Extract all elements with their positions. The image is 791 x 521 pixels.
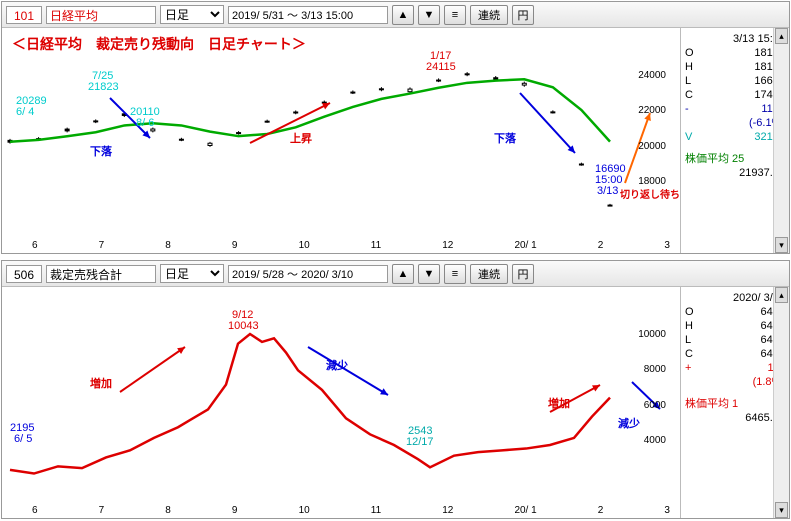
date-range-display: 2019/ 5/28 ～ 2020/ 3/10 [228, 265, 388, 283]
chart-annotation: 8/ 6 [136, 117, 154, 129]
bottom-info-panel: 2020/ 3/10 O6465H6465L6465C6465 +113 (1.… [681, 287, 789, 518]
x-axis-label: 20/ 1 [514, 505, 536, 516]
scroll-down-button[interactable]: ▼ [418, 264, 440, 284]
x-axis-label: 9 [232, 505, 238, 516]
x-axis-label: 2 [598, 505, 604, 516]
x-axis-label: 7 [99, 505, 105, 516]
x-axis-label: 10 [299, 240, 310, 251]
x-axis-label: 11 [371, 240, 381, 251]
symbol-name[interactable]: 日経平均 [46, 6, 156, 24]
top-chart-area: ＜日経平均 裁定売り残動向 日足チャート＞ 202896/ 47/2521823… [2, 28, 681, 253]
x-axis-label: 6 [32, 240, 38, 251]
y-axis-label: 8000 [644, 364, 666, 375]
x-axis-label: 3 [664, 240, 670, 251]
bottom-toolbar: 506 裁定売残合計 日足 2019/ 5/28 ～ 2020/ 3/10 ▲ … [2, 261, 789, 287]
continuous-button[interactable]: 連続 [470, 264, 508, 284]
chart-annotation: 10043 [228, 320, 259, 332]
chart-annotation: 24115 [426, 61, 456, 73]
scroll-up-button[interactable]: ▲ [392, 264, 414, 284]
chart-annotation: 上昇 [290, 130, 312, 146]
chart-annotation: 下落 [494, 130, 516, 146]
chart-annotation: 下落 [90, 143, 112, 159]
chart-annotation: 12/17 [406, 436, 434, 448]
chart-annotation: 増加 [90, 375, 112, 391]
x-axis-label: 7 [99, 240, 105, 251]
x-axis-label: 12 [442, 505, 453, 516]
timeframe-select[interactable]: 日足 [160, 264, 224, 283]
chart-annotation: 3/13 [597, 185, 618, 197]
continuous-button[interactable]: 連続 [470, 5, 508, 25]
bottom-chart-area: 21956/ 59/1210043254312/17増加減少増加減少 40006… [2, 287, 681, 518]
bottom-chart-panel: 506 裁定売残合計 日足 2019/ 5/28 ～ 2020/ 3/10 ▲ … [1, 260, 790, 519]
x-axis-label: 8 [165, 240, 171, 251]
symbol-name[interactable]: 裁定売残合計 [46, 265, 156, 283]
code-input[interactable]: 506 [6, 265, 42, 283]
y-axis-label: 6000 [644, 400, 666, 411]
ohlc-label: L [685, 74, 691, 88]
top-chart-panel: 101 日経平均 日足 2019/ 5/31 ～ 3/13 15:00 ▲ ▼ … [1, 1, 790, 254]
chart-title-annotation: ＜日経平均 裁定売り残動向 日足チャート＞ [12, 34, 306, 54]
chart-annotation: 減少 [618, 415, 640, 431]
x-axis-label: 3 [664, 505, 670, 516]
info-scrollbar[interactable]: ▴ ▾ [773, 287, 789, 518]
ohlc-label: H [685, 319, 693, 333]
top-toolbar: 101 日経平均 日足 2019/ 5/31 ～ 3/13 15:00 ▲ ▼ … [2, 2, 789, 28]
yen-button[interactable]: 円 [512, 264, 534, 284]
chart-annotation: 増加 [548, 395, 570, 411]
yen-button[interactable]: 円 [512, 5, 534, 25]
list-button[interactable]: ≡ [444, 5, 466, 25]
ohlc-label: L [685, 333, 691, 347]
info-scrollbar[interactable]: ▴ ▾ [773, 28, 789, 253]
ma-label: 株価平均 1 [685, 397, 738, 411]
code-input[interactable]: 101 [6, 6, 42, 24]
x-axis-label: 2 [598, 240, 604, 251]
timeframe-select[interactable]: 日足 [160, 5, 224, 24]
x-axis-label: 20/ 1 [514, 240, 536, 251]
ohlc-label: C [685, 88, 693, 102]
chart-annotation: 6/ 4 [16, 106, 34, 118]
y-axis-label: 18000 [638, 176, 666, 187]
ohlc-label: H [685, 60, 693, 74]
ohlc-label: O [685, 46, 694, 60]
x-axis-label: 9 [232, 240, 238, 251]
top-info-panel: 3/13 15:00 O18183H18184L16690C17431 -112… [681, 28, 789, 253]
x-axis-label: 11 [371, 505, 381, 516]
ohlc-label: O [685, 305, 694, 319]
x-axis-label: 10 [299, 505, 310, 516]
y-axis-label: 24000 [638, 70, 666, 81]
scroll-down-icon[interactable]: ▾ [775, 237, 788, 253]
scroll-down-icon[interactable]: ▾ [775, 502, 788, 518]
ohlc-label: C [685, 347, 693, 361]
x-axis-label: 8 [165, 505, 171, 516]
y-axis-label: 4000 [644, 435, 666, 446]
chart-annotation: 21823 [88, 81, 119, 93]
scroll-up-icon[interactable]: ▴ [775, 28, 788, 44]
chart-annotation: 減少 [326, 357, 348, 373]
x-axis-label: 6 [32, 505, 38, 516]
y-axis-label: 10000 [638, 329, 666, 340]
date-range-display: 2019/ 5/31 ～ 3/13 15:00 [228, 6, 388, 24]
chart-annotation: 6/ 5 [14, 433, 32, 445]
ma-label: 株価平均 25 [685, 152, 744, 166]
scroll-up-button[interactable]: ▲ [392, 5, 414, 25]
list-button[interactable]: ≡ [444, 264, 466, 284]
scroll-up-icon[interactable]: ▴ [775, 287, 788, 303]
x-axis-label: 12 [442, 240, 453, 251]
chart-annotation: 切り返し待ち [620, 186, 680, 201]
y-axis-label: 20000 [638, 141, 666, 152]
scroll-down-button[interactable]: ▼ [418, 5, 440, 25]
y-axis-label: 22000 [638, 105, 666, 116]
